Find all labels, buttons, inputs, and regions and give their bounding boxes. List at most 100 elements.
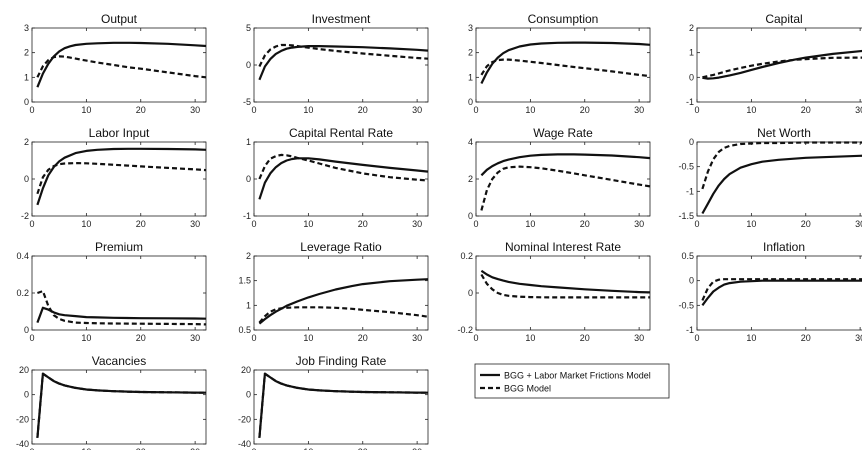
series-line-bgg xyxy=(701,278,862,301)
y-tick-label: 0.4 xyxy=(16,251,29,261)
series-line-bgg-lmf xyxy=(258,372,429,438)
x-tick-label: 30 xyxy=(855,105,862,115)
panel-title: Wage Rate xyxy=(533,126,593,140)
y-tick-label: -40 xyxy=(238,439,251,449)
y-tick-label: 2 xyxy=(468,48,473,58)
x-tick-label: 20 xyxy=(136,105,146,115)
series-line-bgg-lmf xyxy=(36,372,207,438)
panel-title: Capital xyxy=(765,12,802,26)
series-line-bgg-lmf xyxy=(36,147,207,206)
panel-inflation: Inflation 0 10 20 30 -1 -0.5 0 0.5 xyxy=(678,240,862,343)
x-tick-label: 10 xyxy=(81,447,91,450)
y-tick-label: -0.5 xyxy=(678,300,694,310)
y-tick-label: -1 xyxy=(686,97,694,107)
y-tick-label: 1 xyxy=(468,72,473,82)
x-tick-label: 10 xyxy=(746,333,756,343)
y-tick-label: 2 xyxy=(24,48,29,58)
panel-title: Inflation xyxy=(763,240,805,254)
y-tick-label: -20 xyxy=(238,414,251,424)
axes-box xyxy=(475,141,651,217)
panel-title: Consumption xyxy=(528,12,599,26)
x-tick-label: 0 xyxy=(473,219,478,229)
x-tick-label: 0 xyxy=(694,105,699,115)
x-tick-label: 0 xyxy=(694,219,699,229)
y-tick-label: 0 xyxy=(246,390,251,400)
x-tick-label: 30 xyxy=(412,105,422,115)
x-tick-label: 20 xyxy=(136,333,146,343)
x-tick-label: 20 xyxy=(801,105,811,115)
legend-box xyxy=(474,363,670,399)
x-tick-label: 20 xyxy=(580,105,590,115)
x-tick-label: 0 xyxy=(29,447,34,450)
panel-title: Labor Input xyxy=(89,126,150,140)
x-tick-label: 10 xyxy=(81,219,91,229)
x-tick-label: 0 xyxy=(251,447,256,450)
axes-box xyxy=(696,255,862,331)
y-tick-label: 0 xyxy=(468,211,473,221)
x-tick-label: 0 xyxy=(251,105,256,115)
y-tick-label: 0 xyxy=(689,276,694,286)
panel-leverage-ratio: Leverage Ratio 0 10 20 30 0.5 1 1.5 2 xyxy=(238,240,429,343)
y-tick-label: 1 xyxy=(689,48,694,58)
x-tick-label: 0 xyxy=(29,333,34,343)
series-line-bgg xyxy=(480,58,651,78)
series-line-bgg-lmf xyxy=(36,306,207,323)
x-tick-label: 0 xyxy=(473,105,478,115)
y-tick-label: 0 xyxy=(689,137,694,147)
panel-title: Investment xyxy=(312,12,371,26)
y-tick-label: -5 xyxy=(243,97,251,107)
x-tick-label: 30 xyxy=(190,447,200,450)
y-tick-label: 1 xyxy=(246,300,251,310)
series-line-bgg xyxy=(480,273,650,299)
y-tick-label: 0 xyxy=(689,72,694,82)
panel-consumption: Consumption 0 10 20 30 0 1 2 3 xyxy=(468,12,651,115)
x-tick-label: 10 xyxy=(81,105,91,115)
y-tick-label: 0 xyxy=(24,390,29,400)
series-line-bgg-lmf xyxy=(258,44,429,81)
axes-box xyxy=(696,141,862,217)
x-tick-label: 20 xyxy=(358,105,368,115)
panel-title: Vacancies xyxy=(92,354,146,368)
x-tick-label: 10 xyxy=(303,333,313,343)
axes-box xyxy=(475,255,651,331)
x-tick-label: 0 xyxy=(473,333,478,343)
panel-job-finding-rate: Job Finding Rate 0 10 20 30 -40 -20 0 20 xyxy=(238,354,429,450)
series-line-bgg xyxy=(258,153,429,182)
y-tick-label: -0.2 xyxy=(457,325,473,335)
x-tick-label: 30 xyxy=(634,105,644,115)
x-tick-label: 10 xyxy=(746,219,756,229)
x-tick-label: 10 xyxy=(303,105,313,115)
panel-premium: Premium 0 10 20 30 0 0.2 0.4 xyxy=(16,240,207,343)
y-tick-label: 0 xyxy=(24,97,29,107)
axes-box xyxy=(253,369,429,445)
series-line-bgg xyxy=(480,165,651,211)
x-tick-label: 30 xyxy=(412,219,422,229)
series-line-bgg xyxy=(36,162,207,195)
y-tick-label: 0 xyxy=(24,325,29,335)
y-tick-label: 0 xyxy=(246,174,251,184)
panel-vacancies: Vacancies 0 10 20 30 -40 -20 0 20 xyxy=(16,354,207,450)
series-line-bgg-lmf xyxy=(258,157,429,200)
y-tick-label: 2 xyxy=(468,174,473,184)
x-tick-label: 20 xyxy=(358,447,368,450)
x-tick-label: 30 xyxy=(412,333,422,343)
x-tick-label: 10 xyxy=(303,219,313,229)
y-tick-label: 0 xyxy=(468,288,473,298)
x-tick-label: 30 xyxy=(634,219,644,229)
x-tick-label: 30 xyxy=(190,333,200,343)
y-tick-label: 1 xyxy=(24,72,29,82)
y-tick-label: 20 xyxy=(19,365,29,375)
y-tick-label: 2 xyxy=(689,23,694,33)
series-line-bgg-lmf xyxy=(480,269,651,294)
y-tick-label: 2 xyxy=(24,137,29,147)
y-tick-label: 0.5 xyxy=(238,325,251,335)
y-tick-label: 5 xyxy=(246,23,251,33)
series-line-bgg-lmf xyxy=(258,278,429,325)
x-tick-label: 30 xyxy=(634,333,644,343)
